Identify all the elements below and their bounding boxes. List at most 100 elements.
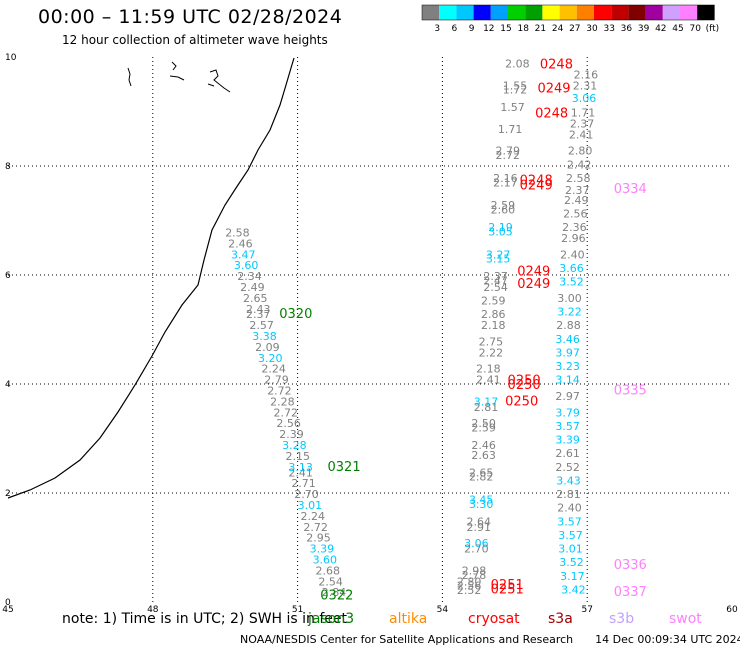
wave-height-value: 2.61	[555, 447, 580, 460]
wave-height-value: 2.81	[556, 488, 581, 501]
satellite-label-s3b: s3b	[609, 611, 635, 627]
wave-height-value: 2.40	[557, 502, 582, 515]
wave-height-value: 2.56	[457, 580, 482, 593]
wave-height-value: 2.52	[457, 584, 482, 597]
coastline	[7, 57, 295, 499]
pass-time-label: 0251	[491, 582, 524, 597]
wave-height-value: 2.19	[488, 221, 512, 234]
colorbar-swatch	[456, 5, 474, 20]
colorbar-label: 33	[603, 24, 614, 34]
wave-height-value: 3.45	[469, 494, 494, 507]
colorbar-label: 9	[469, 24, 475, 34]
wave-height-value: 2.79	[495, 145, 520, 158]
wave-height-value: 2.22	[479, 346, 504, 359]
wave-height-value: 2.54	[318, 575, 343, 588]
wave-height-value: 3.15	[486, 253, 511, 266]
wave-height-value: 2.31	[573, 79, 598, 92]
x-tick-label: 51	[292, 605, 303, 615]
colorbar-swatch	[628, 5, 646, 20]
wave-height-value: 2.80	[457, 575, 482, 588]
wave-height-value: 2.79	[264, 374, 289, 387]
altimeter-tracks: 2.582.463.473.602.342.492.652.432.372.57…	[225, 58, 647, 604]
pass-time-label: 0334	[614, 182, 647, 197]
colorbar-swatch	[439, 5, 457, 20]
colorbar-label: 30	[586, 24, 598, 34]
colorbar-swatch	[697, 5, 715, 20]
wave-height-value: 2.84	[322, 586, 347, 599]
wave-height-value: 2.75	[479, 335, 504, 348]
colorbar-label: 18	[517, 24, 529, 34]
colorbar-label: 70	[689, 24, 701, 34]
wave-height-value: 3.01	[558, 543, 583, 556]
map-subtitle: 12 hour collection of altimeter wave hei…	[62, 33, 328, 47]
wave-height-value: 2.70	[464, 543, 489, 556]
y-tick-label: 6	[5, 271, 11, 281]
wave-height-value: 3.14	[555, 374, 580, 387]
wave-height-value: 3.20	[258, 352, 283, 365]
wave-height-value: 2.65	[243, 292, 267, 305]
colorbar-swatch	[559, 5, 577, 20]
wave-height-value: 3.06	[464, 537, 489, 550]
track-t1: 2.582.463.473.602.342.492.652.432.372.57…	[225, 226, 360, 603]
wave-height-value: 2.59	[471, 422, 496, 435]
wave-height-value: 2.57	[249, 319, 273, 332]
wave-height-value: 2.16	[493, 172, 517, 185]
wave-height-value: 3.79	[555, 406, 580, 419]
wave-height-value: 2.72	[495, 149, 520, 162]
wave-height-value: 1.55	[503, 79, 528, 92]
wave-height-value: 2.68	[315, 564, 340, 577]
wave-height-value: 2.72	[267, 385, 292, 398]
pass-time-label: 0250	[508, 378, 541, 393]
map-title: 00:00 – 11:59 UTC 02/28/2024	[38, 6, 343, 28]
wave-height-value: 2.50	[471, 417, 496, 430]
axis-tick-labels: 45 48 51 54 57 60 0 2 4 6 8 10	[2, 53, 738, 615]
wave-height-value: 2.72	[303, 521, 328, 534]
wave-height-value: 2.91	[467, 521, 492, 534]
colorbar-label: 21	[535, 24, 546, 34]
pass-time-label: 0248	[520, 174, 553, 189]
colorbar-label: 6	[452, 24, 458, 34]
wave-height-value: 2.56	[563, 207, 588, 220]
wave-height-value: 3.00	[557, 292, 582, 305]
pass-time-label: 0337	[614, 585, 647, 600]
wave-height-value: 3.66	[559, 262, 584, 275]
colorbar-swatch	[490, 5, 508, 20]
wave-height-value: 2.28	[270, 395, 295, 408]
wave-height-value: 2.97	[555, 390, 580, 403]
wave-height-value: 2.80	[568, 145, 593, 158]
y-tick-label: 0	[5, 598, 11, 608]
wave-height-value: 3.43	[556, 474, 581, 487]
wave-height-value: 3.27	[486, 248, 511, 261]
wave-height-value: 2.39	[279, 428, 304, 441]
colorbar-swatch	[645, 5, 663, 20]
satellite-label-swot: swot	[669, 611, 702, 627]
wave-height-value: 2.34	[237, 270, 262, 283]
wave-height-value: 2.17	[493, 176, 517, 189]
wave-height-value: 3.47	[231, 248, 256, 261]
pass-time-label: 0249	[517, 265, 550, 280]
colorbar-swatch	[508, 5, 526, 20]
wave-height-value: 2.58	[566, 172, 591, 185]
wave-height-value: 3.30	[469, 498, 494, 511]
wave-height-value: 2.60	[491, 204, 515, 217]
colorbar-label: 15	[500, 24, 511, 34]
wave-height-value: 3.46	[555, 333, 580, 346]
footer-credit: NOAA/NESDIS Center for Satellite Applica…	[240, 633, 574, 646]
wave-height-value: 2.96	[561, 232, 586, 245]
colorbar-swatch	[594, 5, 612, 20]
wave-height-value: 2.40	[560, 248, 585, 261]
pass-time-label: 0249	[537, 82, 570, 97]
wave-height-value: 2.36	[562, 221, 587, 234]
wave-height-value: 2.81	[474, 401, 499, 414]
wave-height-value: 2.56	[276, 417, 301, 430]
wave-height-value: 2.86	[481, 308, 506, 321]
pass-time-label: 0249	[520, 179, 553, 194]
wave-height-value: 2.47	[483, 274, 508, 287]
x-tick-label: 45	[2, 605, 13, 615]
wave-height-value: 2.37	[570, 117, 595, 130]
wave-height-value: 3.57	[557, 515, 582, 528]
wave-height-value: 3.42	[561, 583, 586, 596]
wave-height-value: 2.49	[240, 281, 264, 294]
pass-time-label: 0248	[535, 107, 568, 122]
